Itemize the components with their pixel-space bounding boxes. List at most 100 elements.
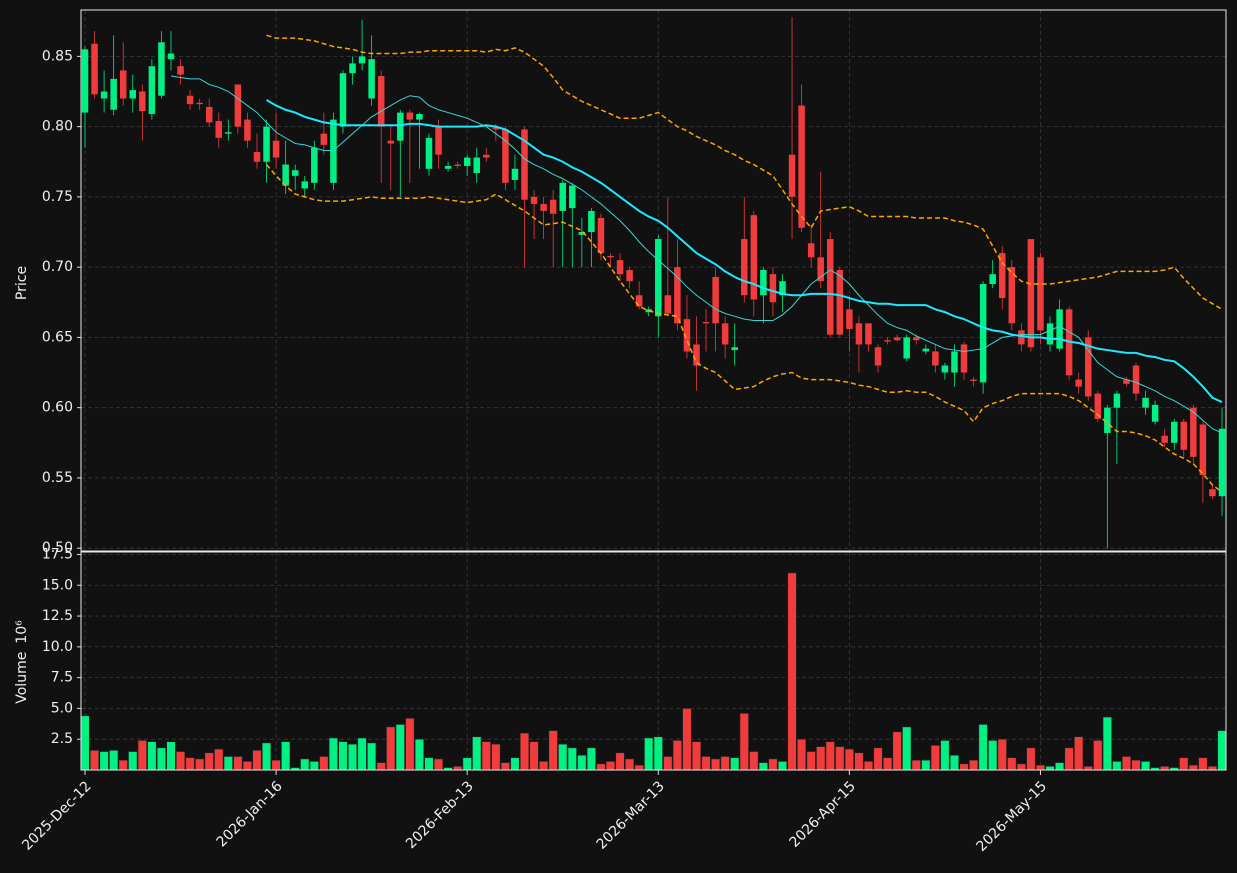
candle-body <box>1046 323 1054 345</box>
candle-body <box>444 165 452 169</box>
volume-bar <box>968 759 979 771</box>
volume-bar <box>959 763 969 771</box>
candle-body <box>655 239 662 317</box>
volume-bar <box>1160 766 1170 771</box>
volume-bar <box>930 745 940 771</box>
indicator-line <box>266 34 1223 310</box>
candle-body <box>215 121 223 138</box>
volume-bar <box>118 759 128 771</box>
volume-bar <box>1207 766 1218 771</box>
candle-body <box>1161 435 1168 443</box>
panel-frame <box>80 551 1227 771</box>
candle-body <box>855 323 863 345</box>
candle-body <box>941 365 949 373</box>
volume-bar <box>1045 766 1055 771</box>
volume-bar <box>672 740 682 771</box>
candle-body <box>597 217 605 254</box>
candle-body <box>569 185 576 209</box>
volume-bar <box>882 757 893 771</box>
candle-body <box>196 102 203 105</box>
volume-bar <box>644 737 654 771</box>
candle-body <box>903 337 910 359</box>
volume-bar <box>586 747 596 771</box>
candle-body <box>951 351 958 373</box>
volume-bar <box>730 757 740 771</box>
volume-bar <box>357 737 367 771</box>
candle-body <box>712 276 719 324</box>
volume-bar <box>1007 757 1017 771</box>
volume-bar <box>395 724 405 771</box>
candle-body <box>81 49 89 113</box>
volume-bar <box>214 748 224 771</box>
candle-body <box>989 274 996 285</box>
y-tick-label: 0.50 <box>42 540 73 556</box>
volume-bar <box>89 749 100 771</box>
candle-body <box>167 53 175 60</box>
candle-body <box>119 70 127 99</box>
volume-bar <box>1179 757 1189 771</box>
y-tick-label: 17.5 <box>42 546 73 562</box>
volume-bar <box>1217 730 1227 771</box>
volume-bar <box>892 731 902 771</box>
volume-bar <box>940 740 950 771</box>
volume-bar <box>281 741 291 771</box>
volume-bar <box>1083 766 1093 771</box>
candle-body <box>741 239 748 296</box>
volume-bar <box>204 752 214 771</box>
candle-body <box>865 323 872 345</box>
volume-bar <box>567 747 577 771</box>
candle-body <box>435 126 442 155</box>
candle-body <box>339 73 347 127</box>
candle-body <box>463 157 471 166</box>
candle-body <box>578 232 586 235</box>
candle-body <box>1094 393 1102 419</box>
candle-body <box>301 181 309 189</box>
volume-bar <box>625 758 635 771</box>
candle-body <box>521 129 528 200</box>
candle-body <box>1180 421 1188 450</box>
volume-bar <box>271 759 281 771</box>
volume-bar <box>777 761 788 771</box>
volume-bar <box>233 756 243 771</box>
volume-bar <box>1093 740 1103 771</box>
candle-body <box>607 255 614 258</box>
candle-body <box>1151 404 1159 422</box>
candle-body <box>1075 379 1082 387</box>
candle-body <box>483 154 490 158</box>
volume-bar <box>137 740 147 771</box>
candle-body <box>559 182 566 211</box>
volume-bar <box>949 754 960 771</box>
candle-body <box>750 215 758 300</box>
y-tick-label: 12.5 <box>42 608 73 624</box>
candle-body <box>1218 428 1226 497</box>
volume-bar <box>376 762 386 771</box>
volume-bar <box>577 754 587 771</box>
volume-bar <box>328 737 339 771</box>
volume-bar <box>367 742 377 771</box>
panel-frame <box>80 9 1227 552</box>
y-tick-label: 0.85 <box>42 48 73 64</box>
volume-bar <box>300 758 310 771</box>
candle-body <box>244 119 251 141</box>
volume-bar <box>596 763 606 771</box>
candle-body <box>473 157 480 174</box>
candle-body <box>683 319 691 352</box>
volume-bar <box>720 756 730 771</box>
volume-bar <box>309 761 319 771</box>
volume-bar <box>1074 736 1084 771</box>
volume-bar <box>175 751 186 771</box>
volume-bar <box>1016 763 1026 771</box>
volume-bar <box>80 715 90 771</box>
volume-bar <box>539 761 549 771</box>
volume-bar <box>166 741 176 771</box>
y-tick-label: 7.5 <box>51 670 73 686</box>
volume-bar <box>433 758 444 771</box>
volume-bar <box>1131 759 1141 771</box>
candle-body <box>731 347 738 351</box>
volume-bar <box>682 708 692 771</box>
candle-body <box>1037 257 1044 331</box>
candle-body <box>253 151 261 162</box>
candle-body <box>1209 489 1216 497</box>
volume-bar <box>529 741 539 771</box>
